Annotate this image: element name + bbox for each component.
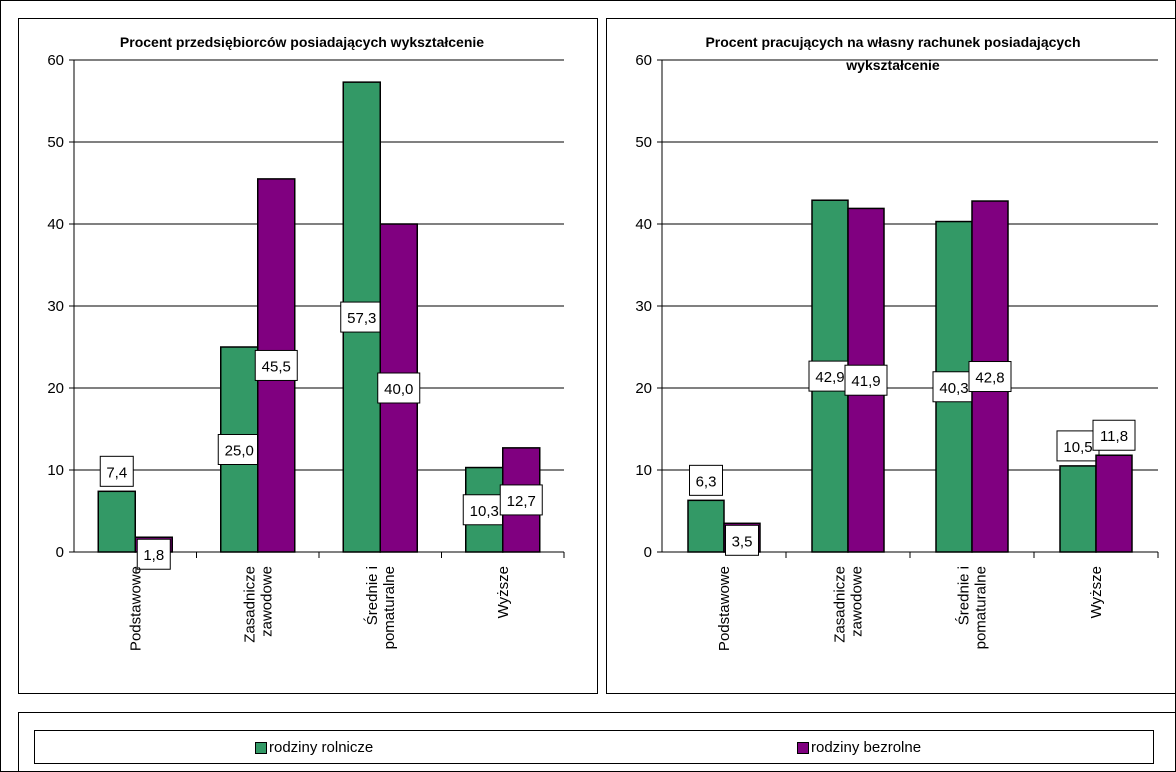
- legend-label-rodziny-bezrolne: rodziny bezrolne: [811, 739, 922, 756]
- legend-swatch-rodziny-bezrolne: [797, 741, 809, 754]
- legend: rodziny rolnicze rodziny bezrolne: [34, 730, 1154, 764]
- legend-label-rodziny-rolnicze: rodziny rolnicze: [269, 739, 374, 756]
- legend-swatch-rodziny-rolnicze: [255, 741, 267, 754]
- legend-item-rodziny-bezrolne: rodziny bezrolne: [797, 739, 921, 756]
- legend-item-rodziny-rolnicze: rodziny rolnicze: [255, 739, 373, 756]
- chart-panel-left: [18, 18, 598, 694]
- chart-panel-right: [606, 18, 1176, 694]
